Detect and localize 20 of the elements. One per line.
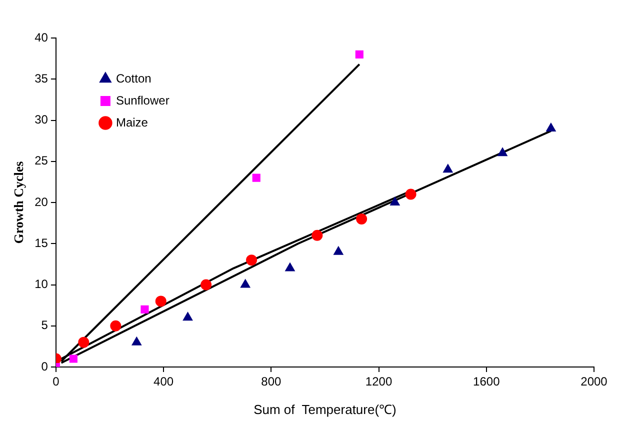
x-tick-label: 2000 — [580, 374, 608, 389]
y-tick-label: 15 — [34, 236, 48, 250]
x-tick-label: 800 — [261, 374, 282, 389]
y-tick-label: 0 — [41, 359, 48, 374]
legend-label: Maize — [116, 115, 148, 130]
y-tick-label: 35 — [34, 71, 48, 86]
y-tick-label: 25 — [34, 154, 48, 168]
x-tick-label: 400 — [154, 374, 174, 389]
legend-label: Cotton — [116, 71, 152, 86]
legend-label: Sunflower — [116, 93, 170, 108]
y-tick-label: 10 — [34, 277, 48, 292]
y-tick-label: 20 — [34, 194, 48, 209]
y-tick-label: 5 — [41, 318, 48, 332]
y-tick-label: 40 — [34, 30, 48, 44]
x-tick-label: 1600 — [473, 374, 500, 389]
y-tick-label: 30 — [34, 112, 48, 127]
x-tick-label: 1200 — [365, 374, 392, 389]
x-tick-label: 0 — [52, 374, 60, 389]
x-axis-title: Sum of Temperature(℃) — [254, 402, 396, 417]
y-axis-title: Growth Cycles — [11, 161, 26, 244]
